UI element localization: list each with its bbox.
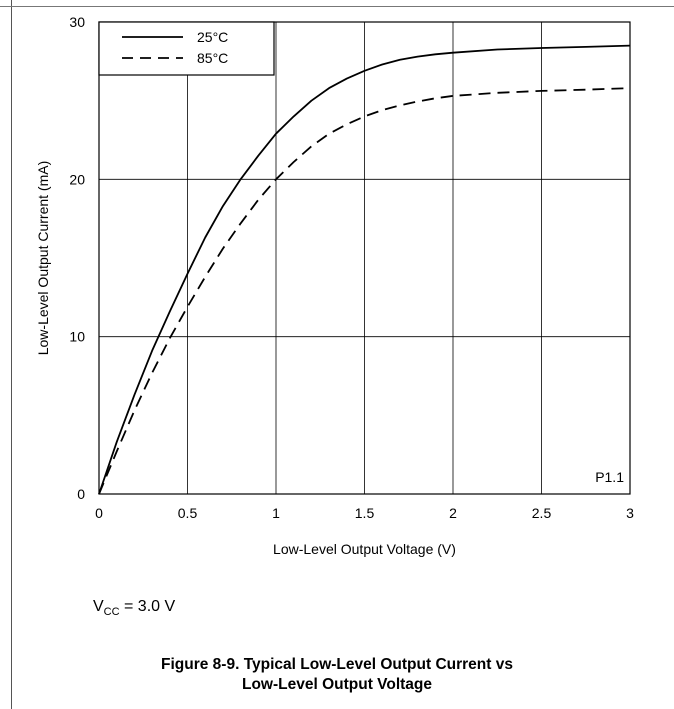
- x-tick-label: 1: [272, 505, 280, 521]
- caption-line-2: Low-Level Output Voltage: [241, 676, 433, 693]
- page-border-top: [0, 6, 674, 7]
- y-tick-label: 0: [77, 486, 85, 502]
- x-tick-labels: 0 0.5 1 1.5 2 2.5 3: [95, 505, 634, 521]
- x-tick-label: 2: [449, 505, 457, 521]
- y-tick-label: 20: [69, 171, 85, 187]
- x-tick-label: 0: [95, 505, 103, 521]
- output-current-chart: 0 0.5 1 1.5 2 2.5 3 0 10 20 30 Low-Level Output V…: [35, 14, 634, 557]
- grid-lines: [99, 22, 630, 494]
- x-tick-label: 1.5: [355, 505, 375, 521]
- figure-caption: Figure 8-9. Typical Low-Level Output Cur…: [0, 655, 674, 695]
- note-prefix: V: [93, 598, 104, 615]
- legend-box: [98, 21, 275, 76]
- series-layer: [98, 44, 631, 495]
- supply-voltage-note: VCC = 3.0 V: [93, 598, 175, 618]
- x-tick-label: 3: [626, 505, 634, 521]
- legend-label-85c: 85°C: [197, 50, 228, 66]
- caption-line-1: Figure 8-9. Typical Low-Level Output Cur…: [161, 656, 513, 673]
- x-axis-label: Low-Level Output Voltage (V): [273, 541, 456, 557]
- legend-label-25c: 25°C: [197, 29, 228, 45]
- legend: 25°C 85°C: [98, 21, 275, 76]
- page-border-left: [11, 0, 12, 709]
- plot-area-border: [98, 21, 631, 495]
- pin-annotation: P1.1: [595, 469, 624, 485]
- series-line-85c: [98, 87, 631, 495]
- x-tick-label: 2.5: [532, 505, 552, 521]
- x-tick-label: 0.5: [178, 505, 198, 521]
- y-axis-label: Low-Level Output Current (mA): [35, 161, 51, 356]
- series-line-25c: [98, 44, 631, 495]
- y-tick-label: 30: [69, 14, 85, 30]
- y-tick-label: 10: [69, 329, 85, 345]
- note-suffix: = 3.0 V: [119, 598, 176, 615]
- note-subscript: CC: [103, 606, 120, 619]
- y-tick-labels: 0 10 20 30: [69, 14, 85, 502]
